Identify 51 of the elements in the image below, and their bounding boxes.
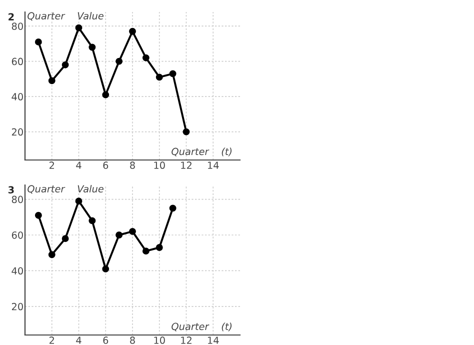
x-axis-title: Quarter (t)	[172, 148, 232, 156]
point	[116, 58, 123, 65]
point	[102, 91, 110, 98]
point	[142, 248, 150, 255]
chart-title: 3	[8, 186, 14, 194]
y-tick-label: 40	[12, 267, 23, 275]
y-axis-title: Quarter Value	[28, 185, 104, 194]
y-tick-label: 80	[12, 22, 23, 30]
point	[142, 54, 150, 62]
x-tick-label: 12	[181, 162, 192, 169]
point	[62, 235, 69, 242]
y-tick-label: 60	[12, 231, 23, 239]
x-tick-label: 12	[181, 336, 192, 344]
point	[48, 77, 56, 84]
point	[88, 217, 96, 224]
point	[34, 38, 42, 46]
y-tick-label: 60	[12, 58, 23, 66]
x-tick-label: 10	[154, 162, 165, 169]
point	[116, 232, 123, 238]
point	[88, 44, 96, 51]
point	[75, 24, 82, 32]
point	[182, 128, 190, 136]
chart-title: 2	[8, 13, 14, 20]
x-tick-label: 2	[49, 162, 54, 169]
x-tick-label: 2	[49, 336, 54, 344]
y-tick-label: 20	[12, 128, 23, 136]
y-tick-label: 20	[12, 302, 23, 310]
y-tick-label: 80	[12, 196, 23, 204]
point	[156, 244, 163, 251]
point	[75, 198, 82, 205]
x-tick-label: 8	[130, 162, 135, 169]
x-tick-label: 6	[103, 336, 108, 344]
point	[34, 212, 42, 219]
y-axis-title: Quarter Value	[28, 12, 104, 21]
x-axis-title: Quarter (t)	[172, 322, 232, 332]
point	[169, 204, 176, 212]
point	[48, 251, 56, 258]
point	[129, 28, 136, 35]
x-tick-label: 10	[154, 336, 165, 344]
point	[169, 70, 176, 78]
point	[62, 61, 69, 68]
x-tick-label: 14	[208, 336, 219, 344]
x-tick-label: 14	[208, 162, 219, 169]
x-tick-label: 6	[103, 162, 108, 169]
x-tick-label: 8	[130, 336, 135, 344]
x-tick-label: 4	[76, 162, 82, 169]
y-tick-label: 40	[12, 93, 23, 100]
x-tick-label: 4	[76, 336, 82, 344]
point	[129, 228, 136, 235]
point	[102, 265, 110, 272]
point	[156, 74, 163, 81]
